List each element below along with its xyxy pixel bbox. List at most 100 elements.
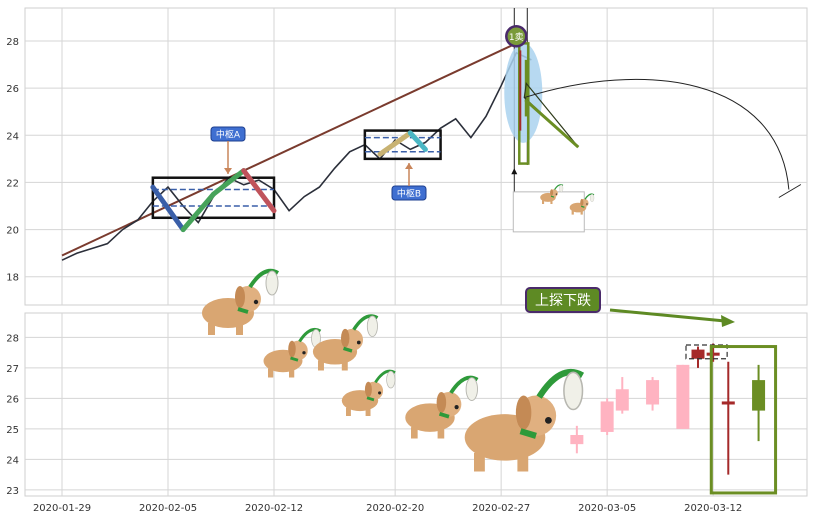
puppy-leg (318, 360, 324, 371)
puppy-stick (374, 369, 396, 384)
zigzag-stroke (180, 191, 216, 233)
x-tick-labels: 2020-01-29 2020-02-05 2020-02-12 2020-02-20… (33, 503, 742, 514)
puppy-ear (340, 328, 350, 348)
x-tick-label: 2020-02-12 (245, 503, 303, 514)
top-y-tick-label: 18 (6, 273, 19, 284)
puppy-leg (411, 427, 418, 439)
puppy-wing (465, 377, 478, 401)
puppy-picture (569, 193, 595, 215)
puppy-leg (550, 200, 553, 204)
puppy-stick (352, 314, 379, 331)
highlight-ellipse (504, 42, 543, 143)
arc-annotation (524, 78, 790, 190)
top-y-tick-label: 26 (6, 84, 19, 95)
puppy-nose (586, 203, 588, 205)
puppy-stick (248, 268, 279, 289)
pennant-stroke (524, 98, 580, 149)
puppy-collar (237, 307, 249, 314)
top-y-tick-labels: 18 20 22 24 26 28 (6, 37, 19, 284)
bottom-y-tick-label: 26 (6, 394, 19, 405)
puppy-leg (517, 452, 529, 472)
puppy-leg (208, 323, 215, 335)
puppy-nose (302, 351, 306, 355)
puppy-nose (555, 193, 558, 195)
puppy-stick (536, 369, 585, 399)
puppy-leg (571, 210, 574, 215)
price-line (61, 51, 532, 261)
top-y-tick-label: 22 (6, 178, 19, 189)
puppy-collar (550, 195, 555, 198)
puppy-leg (474, 452, 485, 472)
candle-body (721, 401, 735, 405)
dashed-frame (685, 344, 728, 360)
candle-body (570, 435, 584, 445)
puppy-stick (298, 327, 322, 343)
puppy-collar (438, 411, 450, 419)
zigzag-stroke (407, 130, 428, 152)
bottom-y-tick-label: 27 (6, 364, 19, 375)
top-y-tick-label: 24 (6, 131, 19, 142)
puppy-ear (288, 340, 296, 358)
sell-marker-label: 1卖 (509, 32, 524, 43)
bottom-plot-area (24, 312, 808, 497)
puppy-nose (544, 416, 552, 424)
puppy-nose (378, 391, 382, 395)
bottom-y-tick-label: 25 (6, 425, 19, 436)
zigzag-stroke (150, 184, 186, 233)
bottom-y-tick-labels: 23 24 25 26 27 28 (6, 333, 19, 497)
puppy-picture (464, 369, 585, 472)
puppy-nose (454, 405, 459, 410)
puppy-wing (563, 371, 584, 411)
candle-body (646, 380, 660, 405)
puppy-wing (386, 370, 396, 389)
pivot-b-arrow-head (405, 163, 413, 169)
top-y-tick-label: 20 (6, 226, 19, 237)
candle-body (691, 349, 705, 359)
annotation-label: 上探下跌 (535, 293, 591, 309)
pivot-b-label: 中枢B (397, 188, 421, 200)
puppy-picture (202, 268, 279, 335)
bottom-chart-content: 上探下跌 (525, 287, 778, 495)
puppy-picture (312, 314, 379, 371)
bottom-y-tick-label: 23 (6, 486, 19, 497)
candle-body (706, 352, 720, 356)
puppy-ear (235, 286, 245, 308)
top-chart-content: 中枢A 中枢B 1卖 (61, 8, 802, 261)
puppy-leg (346, 407, 351, 416)
puppy-picture (540, 184, 564, 204)
puppy-ear (364, 381, 372, 398)
puppy-ear (515, 395, 532, 430)
puppy-stick (449, 375, 479, 394)
zigzag-stroke (210, 168, 247, 197)
puppy-wing (366, 315, 378, 337)
green-highlight-frame (709, 345, 778, 495)
puppy-nose (356, 340, 361, 345)
puppy-collar (366, 396, 375, 402)
puppy-wing (265, 270, 279, 296)
top-price-panel: 18 20 22 24 26 28 中枢A 中枢B 1卖 (6, 7, 808, 306)
puppy-leg (437, 427, 445, 439)
puppy-ear (436, 391, 447, 413)
puppy-leg (289, 368, 295, 378)
puppy-picture (263, 327, 322, 378)
annotation-arrow (609, 308, 726, 323)
annotation-arrow-head (721, 315, 735, 327)
top-y-tick-label: 28 (6, 37, 19, 48)
puppy-leg (268, 368, 274, 378)
x-tick-label: 2020-02-05 (139, 503, 197, 514)
zigzag-stroke (241, 168, 277, 214)
top-grid (25, 8, 807, 305)
puppy-wing (590, 193, 595, 202)
candle-body (600, 401, 614, 432)
puppy-leg (341, 360, 348, 371)
puppy-nose (253, 299, 259, 305)
puppy-leg (236, 323, 243, 335)
pivot-a-arrow-head (224, 168, 232, 174)
zigzag-stroke (377, 130, 413, 157)
top-plot-area (24, 7, 808, 306)
puppy-collar (581, 205, 585, 208)
puppy-illustrations (202, 184, 595, 472)
annotation-box (525, 287, 601, 313)
x-tick-label: 2020-03-12 (684, 503, 742, 514)
